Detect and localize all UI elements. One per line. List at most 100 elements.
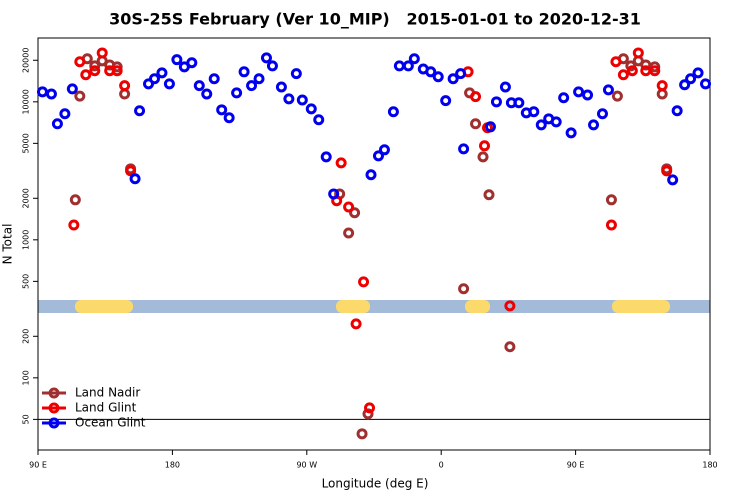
point (499, 81, 511, 93)
point (335, 157, 347, 169)
point (513, 97, 525, 109)
point (393, 60, 405, 72)
point (550, 116, 562, 128)
point (163, 78, 175, 90)
point (74, 56, 86, 68)
point (320, 151, 332, 163)
land-band (336, 300, 370, 313)
point (528, 106, 540, 118)
y-tick-label: 200 (22, 329, 31, 344)
land-band (465, 300, 490, 313)
y-tick-label: 50 (22, 414, 31, 424)
plot-frame (37, 37, 711, 451)
x-tick-label: 90 W (296, 461, 317, 470)
point (231, 87, 243, 99)
point (432, 71, 444, 83)
point (260, 52, 272, 64)
point (656, 88, 668, 100)
point (125, 165, 137, 177)
point (296, 94, 308, 106)
point (238, 66, 250, 78)
point (119, 80, 131, 92)
point (201, 88, 213, 100)
legend-label: Land Glint (75, 401, 137, 415)
legend-marker (48, 402, 60, 414)
point (68, 219, 80, 231)
x-tick-label: 180 (702, 461, 717, 470)
point (89, 65, 101, 77)
point (588, 119, 600, 131)
surface-band (38, 300, 710, 313)
point (364, 402, 376, 414)
x-axis-label: Longitude (deg E) (322, 477, 429, 491)
point (119, 88, 131, 100)
point (305, 103, 317, 115)
point (216, 104, 228, 116)
point (111, 65, 123, 77)
point (640, 65, 652, 77)
point (649, 65, 661, 77)
y-tick-label: 500 (22, 274, 31, 289)
point (470, 118, 482, 130)
point (565, 127, 577, 139)
point (610, 56, 622, 68)
legend-marker (48, 387, 60, 399)
point (458, 143, 470, 155)
point (313, 114, 325, 126)
point (470, 91, 482, 103)
x-tick-label: 90 E (567, 461, 585, 470)
x-tick-label: 0 (439, 461, 444, 470)
point (156, 67, 168, 79)
point (679, 79, 691, 91)
point (479, 140, 491, 152)
point (69, 194, 81, 206)
point (596, 108, 608, 120)
point (649, 61, 661, 73)
point (626, 65, 638, 77)
point (477, 151, 489, 163)
point (134, 105, 146, 117)
y-tick-label: 1000 (22, 230, 31, 250)
point (483, 189, 495, 201)
chart-title: 30S-25S February (Ver 10_MIP) 2015-01-01… (109, 10, 641, 29)
point (605, 194, 617, 206)
y-tick-label: 10000 (22, 89, 31, 114)
point (96, 47, 108, 59)
point (80, 69, 92, 81)
point (51, 118, 63, 130)
point (611, 90, 623, 102)
legend-label: Land Nadir (75, 386, 140, 400)
point (328, 188, 340, 200)
y-tick-label: 100 (22, 370, 31, 385)
land-band (75, 300, 133, 313)
point (148, 73, 160, 85)
point (343, 227, 355, 239)
point (605, 219, 617, 231)
point (358, 276, 370, 288)
point (253, 73, 265, 85)
point (387, 106, 399, 118)
point (290, 68, 302, 80)
point (535, 119, 547, 131)
point (350, 318, 362, 330)
point (425, 66, 437, 78)
point (378, 144, 390, 156)
point (504, 341, 516, 353)
point (208, 73, 220, 85)
legend-label: Ocean Glint (75, 416, 146, 430)
point (458, 283, 470, 295)
legend-marker (48, 417, 60, 429)
point (246, 80, 258, 92)
point (455, 68, 467, 80)
point (700, 78, 712, 90)
point (582, 89, 594, 101)
point (617, 69, 629, 81)
point (343, 201, 355, 213)
point (36, 86, 48, 98)
point (602, 84, 614, 96)
point (349, 207, 361, 219)
point (447, 73, 459, 85)
point (74, 90, 86, 102)
point (667, 174, 679, 186)
